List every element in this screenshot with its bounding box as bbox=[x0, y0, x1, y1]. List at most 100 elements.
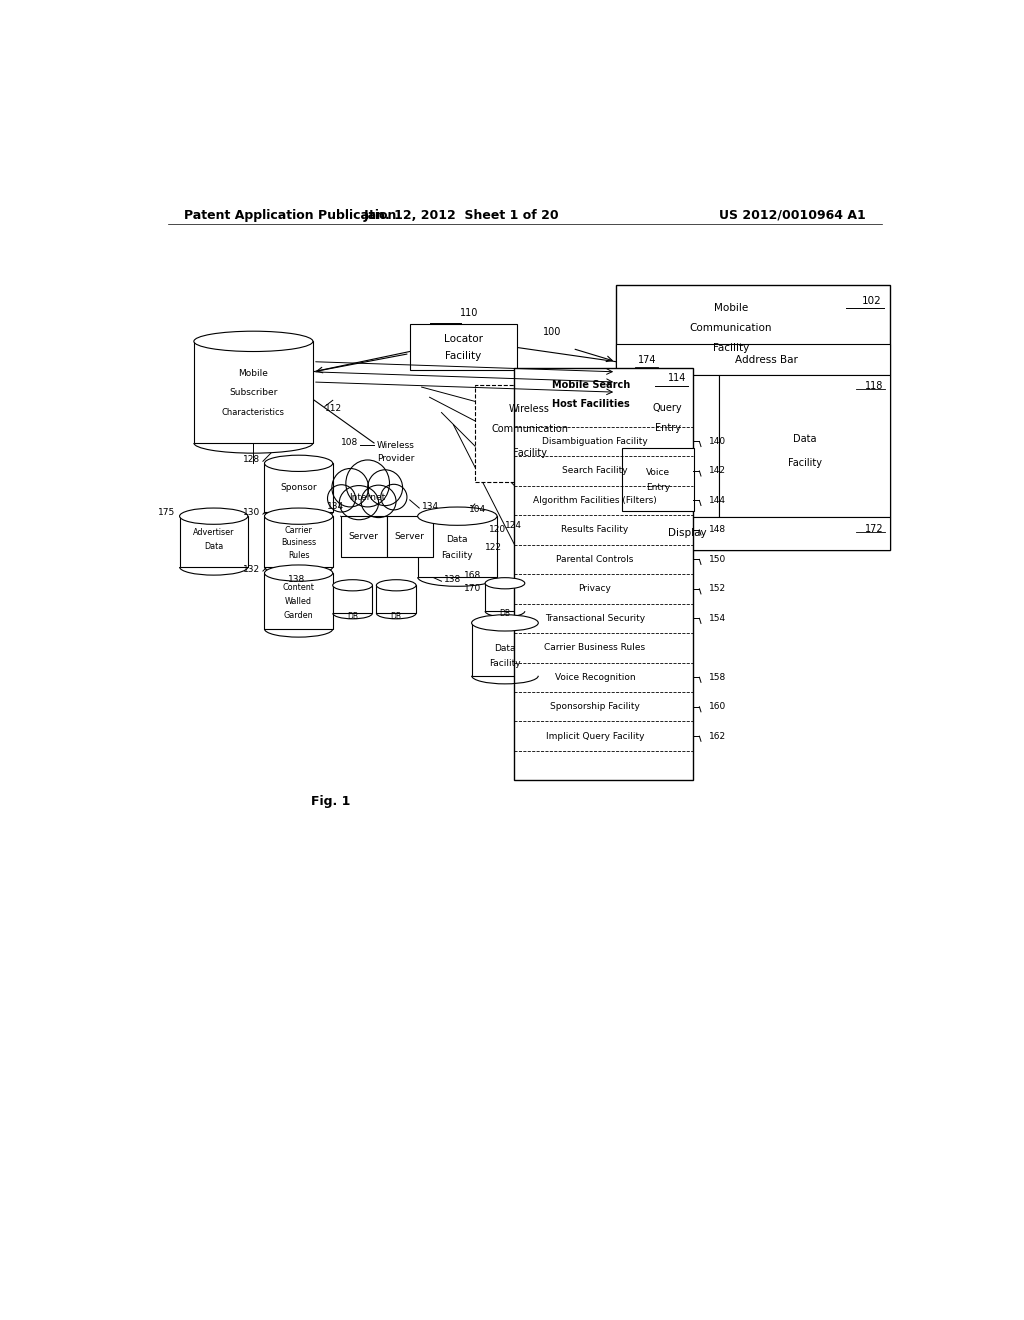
Text: Facility: Facility bbox=[787, 458, 821, 469]
Text: Server: Server bbox=[349, 532, 379, 541]
Text: 168: 168 bbox=[464, 570, 481, 579]
FancyBboxPatch shape bbox=[485, 583, 524, 611]
Ellipse shape bbox=[332, 469, 369, 507]
Text: 150: 150 bbox=[709, 554, 726, 564]
FancyBboxPatch shape bbox=[472, 623, 539, 676]
Text: Privacy: Privacy bbox=[579, 585, 611, 594]
Text: Facility: Facility bbox=[513, 447, 547, 458]
Text: Sponsorship Facility: Sponsorship Facility bbox=[550, 702, 640, 711]
FancyBboxPatch shape bbox=[623, 449, 694, 511]
Text: Mobile: Mobile bbox=[714, 302, 749, 313]
Text: Facility: Facility bbox=[441, 552, 473, 560]
Text: Carrier Business Rules: Carrier Business Rules bbox=[545, 643, 645, 652]
Ellipse shape bbox=[328, 484, 355, 512]
Text: Transactional Security: Transactional Security bbox=[545, 614, 645, 623]
Ellipse shape bbox=[485, 578, 524, 589]
Text: 118: 118 bbox=[865, 381, 884, 391]
Text: Host Facilities: Host Facilities bbox=[552, 400, 630, 409]
Text: 158: 158 bbox=[709, 673, 726, 681]
Text: 172: 172 bbox=[865, 524, 884, 535]
Text: Server: Server bbox=[395, 532, 425, 541]
Ellipse shape bbox=[264, 508, 333, 524]
Text: 138: 138 bbox=[443, 574, 461, 583]
Text: 120: 120 bbox=[489, 525, 506, 533]
Text: Rules: Rules bbox=[288, 552, 309, 560]
Text: 124: 124 bbox=[505, 521, 522, 529]
Text: Parental Controls: Parental Controls bbox=[556, 554, 634, 564]
Text: Data: Data bbox=[446, 535, 468, 544]
Text: 114: 114 bbox=[669, 374, 687, 383]
FancyBboxPatch shape bbox=[616, 345, 890, 375]
Text: Data: Data bbox=[204, 543, 223, 552]
Text: US 2012/0010964 A1: US 2012/0010964 A1 bbox=[719, 209, 866, 222]
Text: Jan. 12, 2012  Sheet 1 of 20: Jan. 12, 2012 Sheet 1 of 20 bbox=[364, 209, 559, 222]
FancyBboxPatch shape bbox=[264, 463, 333, 512]
Text: Walled: Walled bbox=[285, 597, 312, 606]
Ellipse shape bbox=[381, 484, 407, 510]
Text: Data: Data bbox=[793, 434, 816, 444]
Text: 160: 160 bbox=[709, 702, 726, 711]
FancyBboxPatch shape bbox=[616, 375, 719, 517]
FancyBboxPatch shape bbox=[387, 516, 433, 557]
Text: 140: 140 bbox=[709, 437, 726, 446]
Text: 110: 110 bbox=[460, 308, 478, 318]
Text: 104: 104 bbox=[469, 504, 486, 513]
FancyBboxPatch shape bbox=[333, 585, 373, 614]
Text: 174: 174 bbox=[638, 355, 656, 364]
Text: Garden: Garden bbox=[284, 611, 313, 620]
Text: 138: 138 bbox=[288, 574, 305, 583]
Text: 142: 142 bbox=[709, 466, 726, 475]
FancyBboxPatch shape bbox=[377, 585, 416, 614]
Text: 154: 154 bbox=[709, 614, 726, 623]
Text: 175: 175 bbox=[159, 508, 176, 516]
Text: Query: Query bbox=[653, 403, 682, 413]
Text: 112: 112 bbox=[325, 404, 342, 413]
Text: 122: 122 bbox=[485, 544, 502, 552]
FancyBboxPatch shape bbox=[719, 375, 890, 517]
Text: 108: 108 bbox=[341, 438, 358, 447]
FancyBboxPatch shape bbox=[616, 285, 890, 549]
FancyBboxPatch shape bbox=[194, 342, 313, 444]
Text: Communication: Communication bbox=[492, 424, 568, 433]
Text: 100: 100 bbox=[544, 327, 562, 338]
Ellipse shape bbox=[377, 579, 416, 591]
Text: Fig. 1: Fig. 1 bbox=[310, 795, 350, 808]
Text: Facility: Facility bbox=[713, 343, 750, 354]
Text: 132: 132 bbox=[244, 565, 260, 573]
FancyBboxPatch shape bbox=[475, 385, 585, 482]
Ellipse shape bbox=[179, 508, 248, 524]
Text: Provider: Provider bbox=[377, 454, 414, 463]
Text: Communication: Communication bbox=[690, 323, 772, 333]
Text: 130: 130 bbox=[244, 508, 260, 516]
Text: DB: DB bbox=[500, 609, 510, 618]
Text: 102: 102 bbox=[862, 296, 882, 306]
FancyBboxPatch shape bbox=[264, 516, 333, 568]
Text: 162: 162 bbox=[709, 731, 726, 741]
Text: Locator: Locator bbox=[443, 334, 482, 345]
Text: Wireless: Wireless bbox=[377, 441, 415, 450]
Text: Internet: Internet bbox=[349, 494, 386, 503]
Text: Implicit Query Facility: Implicit Query Facility bbox=[546, 731, 644, 741]
Text: Search Facility: Search Facility bbox=[562, 466, 628, 475]
Text: Subscriber: Subscriber bbox=[229, 388, 278, 397]
Text: 170: 170 bbox=[464, 583, 481, 593]
Ellipse shape bbox=[264, 565, 333, 581]
Text: Sponsor: Sponsor bbox=[281, 483, 317, 492]
Text: Data: Data bbox=[495, 644, 516, 653]
Text: Characteristics: Characteristics bbox=[222, 408, 285, 417]
Ellipse shape bbox=[472, 615, 539, 631]
Text: 144: 144 bbox=[709, 496, 726, 506]
Ellipse shape bbox=[368, 470, 402, 506]
Text: 148: 148 bbox=[709, 525, 726, 535]
Text: Voice Recognition: Voice Recognition bbox=[555, 673, 635, 681]
Text: Content: Content bbox=[283, 582, 314, 591]
Text: Address Bar: Address Bar bbox=[735, 355, 798, 364]
Text: Mobile: Mobile bbox=[239, 370, 268, 379]
Text: Entry: Entry bbox=[646, 483, 670, 492]
Text: Carrier: Carrier bbox=[285, 525, 312, 535]
Ellipse shape bbox=[264, 455, 333, 471]
Ellipse shape bbox=[333, 579, 373, 591]
Text: Mobile Search: Mobile Search bbox=[552, 380, 631, 389]
FancyBboxPatch shape bbox=[514, 368, 693, 780]
Ellipse shape bbox=[361, 486, 396, 517]
